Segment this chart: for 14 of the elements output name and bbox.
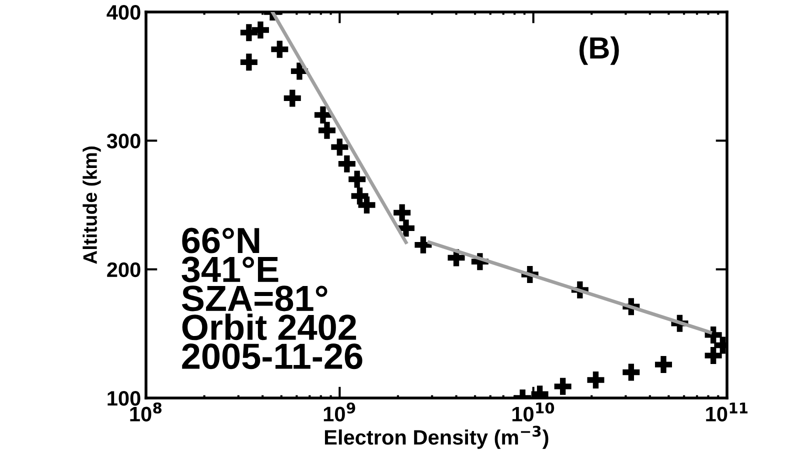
- annotation: Orbit 2402: [182, 314, 356, 340]
- y-tick-label: 200: [107, 262, 140, 278]
- annotation: (B): [579, 36, 619, 65]
- y-tick-label: 300: [106, 134, 140, 148]
- annotation: SZA=81°: [182, 286, 328, 312]
- x-tick-label: 10$^{9}$: [324, 402, 356, 422]
- x-tick-label: 10$^{11}$: [706, 402, 748, 422]
- x-axis-title: Electron Density (m$^{−3}$): [324, 426, 548, 449]
- y-axis-title: Altitude (km): [82, 146, 101, 264]
- annotation: 2005-11-26: [182, 344, 362, 370]
- annotation: 341°E: [182, 256, 278, 282]
- x-tick-label: 10$^{10}$: [512, 402, 554, 422]
- annotation: 66°N: [182, 228, 260, 254]
- y-tick-label: 400: [106, 5, 140, 20]
